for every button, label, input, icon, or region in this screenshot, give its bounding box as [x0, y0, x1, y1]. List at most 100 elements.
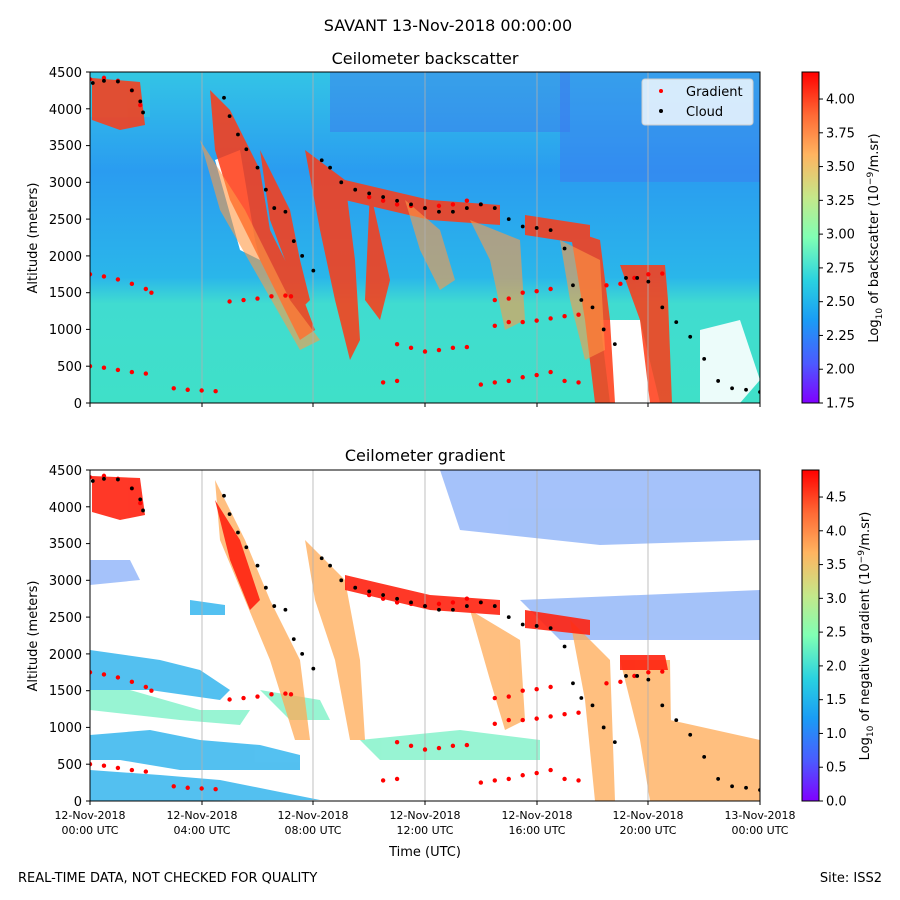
gradient-y-axis-label: Altitude (meters)	[26, 581, 41, 692]
gradient-marker	[450, 743, 456, 749]
cloud-marker	[702, 356, 707, 361]
cloud-marker	[601, 327, 606, 332]
y-tick-label: 3500	[49, 537, 82, 552]
gradient-marker	[185, 785, 190, 790]
cloud-marker	[138, 497, 143, 502]
cloud-marker	[367, 191, 372, 196]
gradient-marker	[562, 712, 567, 717]
colorbar-tick-label: 0.5	[826, 761, 847, 776]
colorbar-tick-label: 0.0	[826, 795, 847, 810]
figure-title: SAVANT 13-Nov-2018 00:00:00	[324, 16, 572, 35]
cloud-marker	[291, 239, 296, 244]
colorbar-tick-label: 2.50	[826, 295, 855, 310]
cloud-marker	[590, 305, 595, 310]
gradient-marker	[129, 767, 135, 773]
cloud-marker	[730, 386, 734, 391]
cloud-marker	[291, 637, 296, 642]
colorbar-tick-label: 2.0	[826, 659, 847, 674]
gradient-marker	[171, 386, 176, 391]
x-tick-label: 12-Nov-2018	[277, 809, 348, 822]
gradient-marker	[185, 387, 190, 392]
cloud-marker	[300, 651, 305, 656]
x-tick-label: 16:00 UTC	[508, 824, 565, 837]
y-tick-label: 0	[74, 397, 82, 412]
gradient-marker	[90, 475, 93, 480]
gradient-marker	[450, 202, 456, 207]
gradient-marker	[492, 778, 497, 783]
gradient-marker	[534, 318, 539, 323]
gradient-marker	[464, 596, 470, 601]
backscatter-y-axis-label: Altitude (meters)	[26, 183, 41, 294]
gradient-marker	[422, 747, 428, 752]
gradient-marker	[548, 714, 553, 719]
cloud-marker	[244, 147, 249, 152]
cloud-marker	[328, 563, 332, 568]
cloud-marker	[612, 740, 617, 745]
gradient-marker	[450, 600, 456, 605]
gradient-marker	[227, 299, 232, 304]
cloud-marker	[339, 578, 344, 583]
gradient-marker	[604, 681, 609, 686]
cloud-marker	[478, 202, 483, 207]
cloud-marker	[548, 228, 553, 233]
gradient-marker	[534, 288, 539, 294]
gradient-marker	[199, 786, 204, 791]
x-tick-label: 12:00 UTC	[396, 824, 453, 837]
cloud-marker	[451, 607, 455, 612]
cloud-marker	[255, 563, 260, 568]
y-tick-label: 2500	[49, 213, 82, 228]
cloud-marker	[660, 703, 665, 708]
gradient-marker	[548, 286, 553, 292]
gradient-marker	[138, 500, 143, 506]
cloud-marker	[236, 132, 240, 137]
gradient-marker	[534, 770, 539, 776]
gradient-marker	[394, 378, 400, 384]
gradient-marker	[90, 364, 93, 369]
gradient-marker	[520, 319, 525, 325]
gradient-marker	[90, 762, 93, 767]
cloud-marker	[116, 477, 120, 482]
colorbar-tick-label: 4.00	[826, 93, 855, 108]
gradient-marker	[548, 316, 553, 321]
gradient-marker	[646, 670, 651, 675]
y-tick-label: 4500	[49, 66, 82, 81]
legend-cloud-label: Cloud	[686, 105, 723, 120]
cloud-marker	[222, 493, 226, 498]
gradient-marker	[143, 769, 149, 774]
cloud-marker	[328, 165, 332, 170]
cloud-marker	[624, 276, 628, 280]
y-tick-label: 4500	[49, 464, 82, 479]
gradient-marker	[255, 694, 260, 699]
gradient-traces	[90, 473, 760, 792]
colorbar-tick-label: 1.5	[826, 693, 847, 708]
gradient-marker	[436, 347, 442, 353]
cloud-marker	[339, 180, 344, 185]
x-tick-label: 12-Nov-2018	[501, 809, 572, 822]
y-tick-label: 1000	[49, 323, 82, 338]
gradient-marker	[394, 739, 400, 745]
cloud-marker	[236, 530, 240, 535]
cloud-marker	[688, 334, 693, 339]
gradient-colorbar: 0.0 0.5 1.0 1.5 2.0 2.5 3.0 3.5 4.0 4.5 Log10 of …	[801, 469, 876, 810]
gradient-marker	[576, 380, 581, 385]
cloud-marker	[423, 206, 427, 210]
y-tick-label: 0	[74, 795, 82, 810]
backscatter-y-axis: 0 500 1000 1500 2000 2500 3000 3500 4000…	[49, 66, 90, 412]
gradient-marker	[288, 294, 294, 299]
gradient-marker	[660, 271, 665, 276]
gradient-marker	[506, 296, 511, 301]
gradient-marker	[171, 784, 176, 789]
cloud-marker	[311, 268, 316, 273]
site-label: Site: ISS2	[820, 871, 882, 886]
cloud-marker	[102, 476, 106, 481]
gradient-marker	[464, 198, 470, 203]
y-tick-label: 2000	[49, 250, 82, 265]
cloud-marker	[674, 718, 679, 722]
x-axis-label: Time (UTC)	[388, 845, 461, 860]
gradient-marker	[562, 776, 567, 782]
cloud-marker	[353, 187, 358, 192]
gradient-marker	[213, 787, 218, 792]
y-tick-label: 3000	[49, 574, 82, 589]
cloud-marker	[227, 512, 232, 517]
colorbar-tick-label: 2.25	[826, 329, 855, 344]
